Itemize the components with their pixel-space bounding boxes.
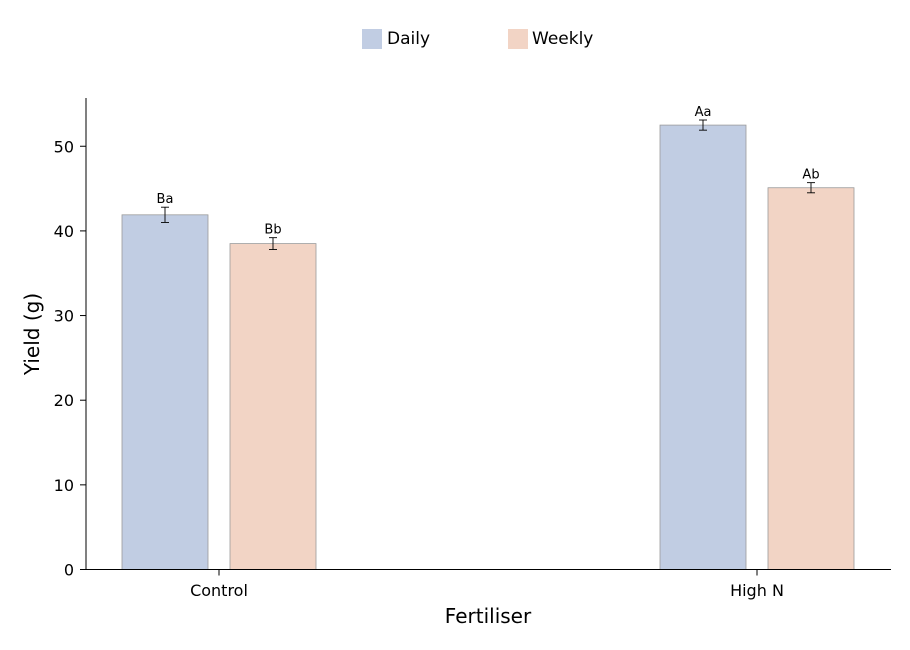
y-tick-label: 10 — [54, 476, 74, 495]
y-tick-label: 20 — [54, 391, 74, 410]
bar-label-daily-control: Ba — [157, 192, 174, 207]
x-tick-label: High N — [730, 581, 784, 600]
y-ticks-group: 0 10 20 30 40 50 — [54, 137, 86, 580]
y-tick-label: 0 — [64, 561, 74, 580]
legend: Daily Weekly — [362, 29, 593, 49]
error-bar-daily-control — [161, 206, 169, 223]
bar-daily-high-n — [659, 124, 747, 570]
legend-swatch-daily — [362, 29, 382, 49]
legend-label-daily: Daily — [387, 29, 430, 49]
bar-label-weekly-high-n: Ab — [802, 168, 819, 183]
legend-label-weekly: Weekly — [532, 29, 593, 49]
error-bar-weekly-control — [269, 237, 277, 250]
x-tick-label: Control — [190, 581, 248, 600]
error-bar-daily-high-n — [699, 119, 707, 131]
x-ticks-group: Control High N — [190, 569, 784, 600]
bar-label-weekly-control: Bb — [264, 223, 281, 238]
bar-weekly-high-n — [767, 187, 855, 570]
bar-labels-group: Ba Aa Bb Ab — [157, 105, 820, 238]
bars-group — [121, 124, 855, 570]
legend-swatch-weekly — [508, 29, 528, 49]
y-tick-label: 30 — [54, 307, 74, 326]
x-axis-title: Fertiliser — [445, 604, 532, 628]
error-bars-group — [161, 119, 815, 250]
bar-label-daily-high-n: Aa — [695, 105, 712, 120]
y-tick-label: 40 — [54, 222, 74, 241]
bar-daily-control — [121, 214, 209, 570]
y-axis-title: Yield (g) — [20, 293, 44, 376]
error-bar-weekly-high-n — [807, 182, 815, 194]
y-tick-label: 50 — [54, 137, 74, 156]
bar-weekly-control — [229, 243, 317, 570]
